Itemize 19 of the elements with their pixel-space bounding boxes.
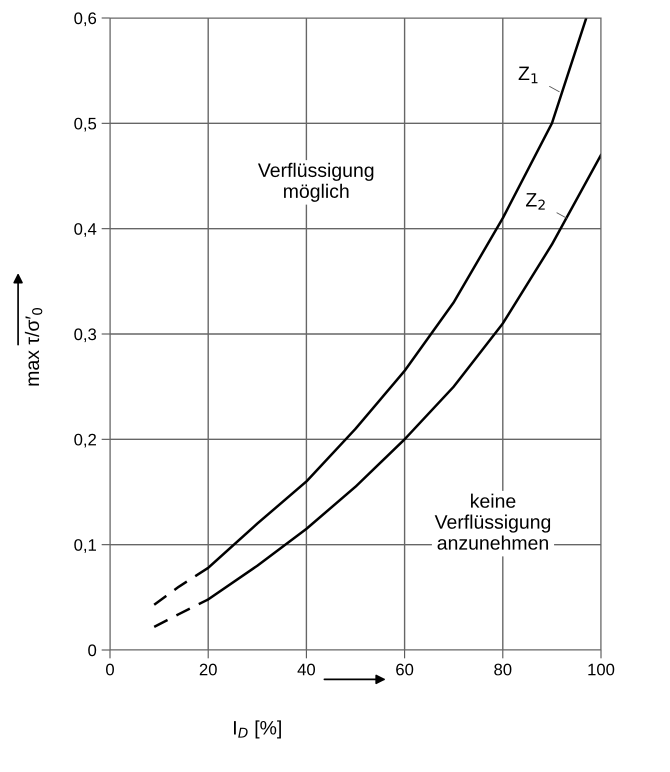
y-tick-label: 0,5 [74,118,96,132]
x-tick-label: 40 [298,664,316,676]
y-tick-label: 0,3 [74,328,96,342]
annotation: Verflüssigung möglich [258,162,374,202]
annotation: Z$_{1}$ [518,66,538,84]
y-tick-label: 0,1 [74,539,96,553]
x-tick-label: 80 [494,664,512,676]
y-tick-label: 0,2 [74,434,96,448]
x-tick-label: 60 [396,664,414,676]
x-axis-title: I$_{D}$ [%] [234,720,281,739]
y-tick-label: 0,6 [74,12,96,26]
y-tick-label: 0,4 [74,223,96,237]
annotation: Z$_{2}$ [526,193,545,210]
x-tick-label: 20 [200,664,217,676]
annotation: keine Verflüssigung anzunehmen [434,494,550,550]
y-tick-label: 0 [88,644,96,656]
y-axis-title: max τ/σ′$_{0}$ [24,308,42,386]
x-tick-label: 0 [106,664,114,676]
x-tick-label: 100 [588,664,614,676]
